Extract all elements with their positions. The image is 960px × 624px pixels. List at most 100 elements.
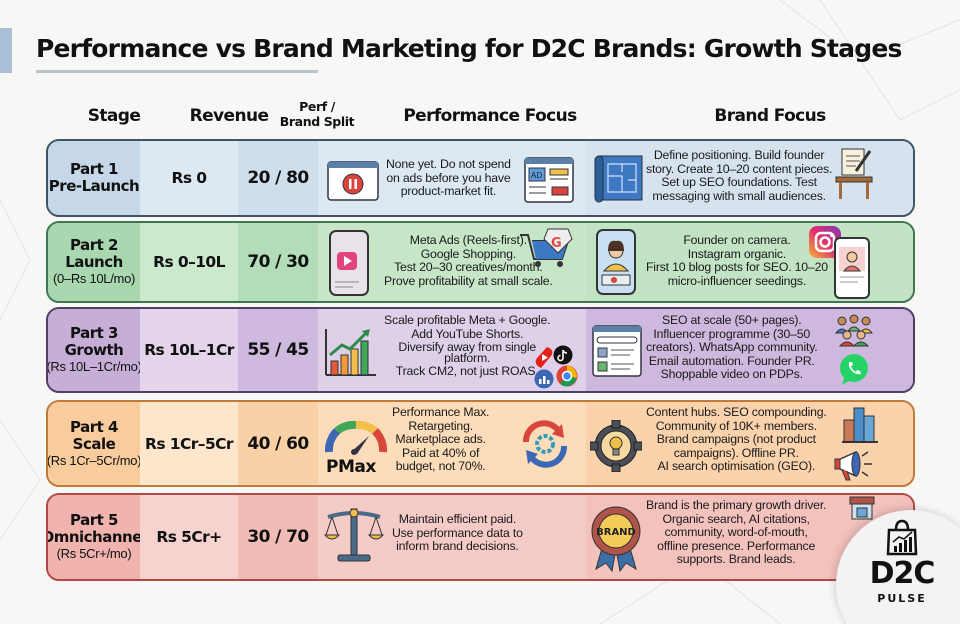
stage-row-growth: Part 3 Growth (Rs 10L–1Cr/mo) Rs 10L–1Cr… — [46, 307, 915, 393]
lightbulb-gear-icon — [590, 420, 642, 472]
performance-focus-line: inform brand decisions. — [396, 539, 519, 554]
brand-focus-line: supports. Brand leads. — [676, 552, 796, 567]
stage-cell: Part 5 Omnichannel (Rs 5Cr+/mo) — [48, 495, 147, 579]
whatsapp-icon — [840, 354, 868, 385]
performance-focus-cell: Meta Ads (Reels-first). Google Shopping.… — [318, 223, 586, 301]
storefront-icon — [849, 496, 875, 520]
revenue-cell: Rs 0 — [140, 141, 238, 215]
performance-focus-line: Performance Max. — [392, 405, 490, 419]
analytics-icon — [534, 369, 554, 389]
title-underline — [36, 70, 318, 73]
stage-name: Omnichannel — [46, 528, 147, 546]
brand-focus-line: First 10 blog posts for SEO. 10–20 — [646, 260, 828, 275]
brand-focus-line: community, word-of-mouth, — [664, 525, 808, 540]
brand-focus-cell: Define positioning. Build founder story.… — [586, 141, 913, 215]
header-performance-focus: Performance Focus — [403, 106, 577, 126]
brand-badge-label: BRAND — [596, 527, 636, 538]
brand-focus-line: story. Create 10–20 content pieces. — [646, 161, 833, 176]
stage-part: Part 4 — [70, 417, 118, 436]
performance-focus-line: Paid at 40% of — [402, 445, 480, 460]
performance-focus-cell: PMax Performance Max. Retargeting. Marke… — [318, 402, 586, 485]
revenue-value: Rs 5Cr+ — [156, 528, 222, 546]
revenue-value: Rs 10L–1Cr — [144, 341, 234, 359]
pmax-gauge-icon — [324, 420, 388, 455]
performance-focus-line: Meta Ads (Reels-first). — [409, 233, 527, 247]
community-icon — [834, 314, 874, 347]
brand-focus-cell: SEO at scale (50+ pages). Influencer pro… — [586, 309, 913, 391]
brand-focus-line: Instagram organic. — [687, 246, 787, 261]
brand-focus-line: Organic search, AI citations, — [662, 511, 810, 526]
founder-phone-icon — [596, 229, 636, 295]
split-cell: 55 / 45 — [238, 309, 318, 391]
stage-part: Part 2 — [70, 236, 118, 254]
split-value: 70 / 30 — [247, 252, 309, 272]
stage-part: Part 5 — [70, 511, 118, 529]
revenue-cell: Rs 5Cr+ — [140, 495, 238, 579]
stage-name: Scale — [72, 434, 116, 453]
stage-range: (Rs 10L–1Cr/mo) — [46, 359, 142, 374]
stage-cell: Part 3 Growth (Rs 10L–1Cr/mo) — [46, 309, 142, 391]
brand-focus-line: Define positioning. Build founder — [653, 148, 825, 162]
pmax-label: PMax — [326, 457, 376, 477]
performance-focus-line: Diversify away from single — [398, 340, 537, 355]
megaphone-icon — [834, 450, 872, 481]
performance-focus-line: Marketplace ads. — [395, 432, 486, 447]
svg-text:AD: AD — [531, 171, 542, 180]
revenue-value: Rs 0–10L — [153, 253, 225, 271]
retargeting-cycle-icon — [523, 420, 567, 468]
city-icon — [842, 407, 878, 443]
webpage-icon — [592, 325, 642, 377]
stage-row-pre-launch: Part 1 Pre-Launch Rs 0 20 / 80 None yet.… — [46, 139, 915, 217]
split-value: 55 / 45 — [247, 340, 309, 360]
split-cell: 30 / 70 — [238, 495, 318, 579]
brand-focus-line: messaging with small audiences. — [652, 188, 826, 203]
revenue-cell: Rs 0–10L — [140, 223, 238, 301]
brand-focus-line: Content hubs. SEO compounding. — [646, 405, 827, 419]
svg-text:G: G — [551, 236, 562, 251]
brand-focus-line: SEO at scale (50+ pages). — [661, 313, 802, 327]
table-header: Stage Revenue Perf / Brand Split Perform… — [0, 96, 960, 136]
performance-focus-line: Add YouTube Shorts. — [411, 326, 524, 341]
header-brand-focus: Brand Focus — [714, 106, 826, 126]
brand-focus-line: Shoppable video on PDPs. — [660, 367, 803, 382]
stage-name: Growth — [64, 341, 124, 359]
logo-subtext: PULSE — [877, 592, 927, 605]
stage-part: Part 3 — [70, 324, 118, 342]
performance-focus-line: Use performance data to — [392, 525, 523, 540]
brand-focus-line: Influencer programme (30–50 — [653, 326, 811, 341]
performance-focus-line: on ads before you have — [386, 170, 511, 185]
growth-chart-icon — [325, 329, 376, 376]
performance-focus-cell: Maintain efficient paid. Use performance… — [318, 495, 586, 579]
stage-cell: Part 2 Launch (0–Rs 10L/mo) — [48, 223, 140, 301]
revenue-cell: Rs 10L–1Cr — [140, 309, 238, 391]
blueprint-icon — [594, 155, 643, 203]
performance-focus-line: Prove profitability at small scale. — [384, 273, 553, 288]
brand-focus-cell: Founder on camera. Instagram organic. Fi… — [586, 223, 913, 301]
stage-cell: Part 4 Scale (Rs 1Cr–5Cr/mo) — [48, 402, 142, 485]
brand-focus-line: AI search optimisation (GEO). — [657, 459, 816, 474]
stage-part: Part 1 — [70, 160, 118, 178]
reels-phone-icon — [329, 230, 369, 296]
side-tab-accent — [0, 28, 12, 73]
performance-focus-line: product-market fit. — [400, 184, 497, 199]
stage-range: (Rs 5Cr+/mo) — [56, 546, 132, 561]
stage-name: Launch — [65, 253, 123, 271]
stage-range: (0–Rs 10L/mo) — [52, 271, 136, 286]
split-cell: 40 / 60 — [238, 402, 318, 485]
shopping-bag-chart-icon — [886, 519, 918, 556]
brand-focus-line: Email automation. Founder PR. — [648, 353, 815, 368]
stage-row-omnichannel: Part 5 Omnichannel (Rs 5Cr+/mo) Rs 5Cr+ … — [46, 493, 915, 581]
brand-focus-line: offline presence. Performance — [657, 538, 816, 553]
brand-focus-line: creators). WhatsApp community. — [646, 340, 818, 355]
page-title: Performance vs Brand Marketing for D2C B… — [36, 34, 902, 63]
header-stage: Stage — [87, 106, 141, 126]
ad-layout-icon: AD — [524, 157, 574, 203]
stage-cell: Part 1 Pre-Launch — [48, 141, 140, 215]
stage-row-launch: Part 2 Launch (0–Rs 10L/mo) Rs 0–10L 70 … — [46, 221, 915, 303]
performance-focus-cell: Scale profitable Meta + Google. Add YouT… — [318, 309, 586, 391]
split-value: 20 / 80 — [247, 168, 309, 188]
performance-focus-line: budget, not 70%. — [395, 459, 486, 474]
split-value: 30 / 70 — [247, 527, 309, 547]
performance-focus-line: Test 20–30 creatives/month. — [394, 260, 543, 275]
instagram-icon — [809, 226, 841, 258]
